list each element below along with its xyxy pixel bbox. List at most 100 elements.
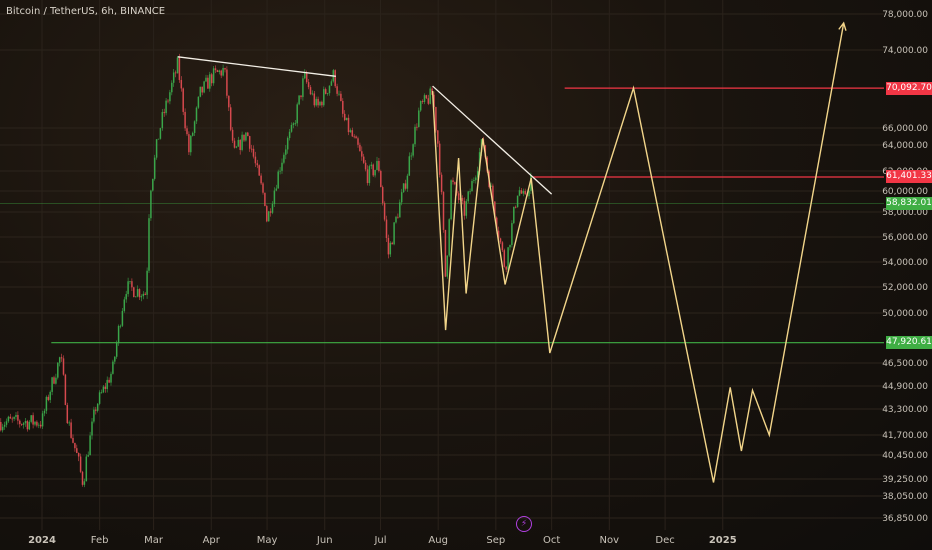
candle	[383, 203, 386, 220]
candle	[507, 247, 509, 270]
candle	[387, 237, 390, 255]
y-tick-label: 46,500.00	[882, 359, 928, 369]
candle	[231, 129, 234, 141]
candle	[178, 57, 181, 80]
candle	[7, 416, 10, 422]
candle	[79, 456, 82, 472]
x-tick-label: 2024	[28, 535, 56, 546]
y-tick-label: 38,050.00	[882, 492, 928, 502]
candle	[96, 403, 99, 411]
candle	[38, 424, 40, 426]
candle	[43, 410, 46, 414]
x-tick-label: Mar	[144, 535, 164, 546]
candle	[252, 148, 255, 157]
candle	[77, 453, 80, 457]
candle	[136, 289, 139, 297]
candle	[473, 180, 475, 182]
candle	[298, 95, 300, 105]
candle	[414, 126, 416, 145]
candle	[153, 157, 156, 179]
candle	[311, 93, 314, 95]
candle	[129, 281, 131, 282]
x-tick-label: May	[257, 535, 278, 546]
candle	[499, 238, 502, 243]
y-tick-label: 74,000.00	[882, 46, 928, 56]
candle	[186, 128, 188, 135]
candle	[406, 175, 409, 189]
price-tag: 58,832.01	[886, 196, 932, 210]
projection-path	[431, 22, 845, 483]
candle	[511, 223, 513, 245]
candle	[524, 191, 526, 195]
candle	[324, 89, 327, 94]
y-tick-label: 60,000.00	[882, 187, 928, 197]
candle	[395, 216, 397, 223]
candle	[30, 415, 32, 422]
candle	[279, 170, 281, 172]
candle	[419, 101, 422, 111]
price-tag: 47,920.61	[886, 336, 932, 350]
candle	[516, 195, 519, 208]
candle	[355, 136, 357, 139]
candle	[359, 144, 361, 152]
candle	[117, 326, 120, 343]
x-tick-label: Jul	[373, 535, 386, 546]
candle	[288, 131, 291, 138]
candle	[399, 202, 401, 218]
candle	[463, 200, 466, 216]
candle	[72, 437, 74, 443]
candle	[503, 250, 506, 267]
candle	[400, 192, 403, 203]
candle	[416, 126, 418, 128]
candle	[95, 409, 97, 411]
candle	[64, 374, 67, 405]
x-tick-label: Feb	[91, 535, 109, 546]
candle	[138, 289, 141, 298]
candle	[372, 164, 374, 176]
candle	[140, 296, 143, 298]
y-tick-label: 66,000.00	[882, 124, 928, 134]
candle	[212, 68, 215, 84]
candle	[444, 229, 447, 277]
candle	[15, 414, 17, 417]
candle	[104, 386, 107, 389]
candle	[323, 89, 325, 106]
flash-icon[interactable]: ⚡	[516, 516, 532, 532]
y-tick-label: 36,850.00	[882, 514, 928, 524]
candle	[410, 155, 412, 157]
candle	[226, 69, 228, 96]
y-tick-label: 64,000.00	[882, 141, 928, 151]
candle	[345, 117, 348, 121]
candle	[20, 424, 23, 425]
candle	[266, 206, 268, 222]
candle	[275, 188, 278, 191]
candle	[461, 198, 464, 201]
candle	[123, 299, 126, 311]
candle	[245, 132, 247, 141]
candle	[490, 185, 492, 187]
candle	[321, 101, 323, 106]
candle	[62, 358, 65, 375]
y-tick-label: 58,000.00	[882, 208, 928, 218]
candle	[144, 293, 146, 295]
candle	[114, 356, 116, 362]
candle	[404, 183, 407, 189]
candle	[338, 93, 340, 95]
candle	[214, 68, 217, 71]
candle	[250, 148, 253, 150]
candle	[68, 422, 70, 424]
candle	[169, 92, 171, 102]
candle	[437, 130, 439, 144]
candle	[334, 70, 336, 87]
candle	[528, 190, 530, 197]
candle	[450, 180, 452, 220]
candle	[47, 396, 50, 400]
candle	[5, 421, 8, 425]
candle	[188, 134, 190, 153]
candle	[53, 377, 55, 384]
candle	[389, 242, 392, 255]
candle	[3, 424, 6, 427]
candle	[497, 230, 500, 239]
candle	[216, 70, 219, 72]
